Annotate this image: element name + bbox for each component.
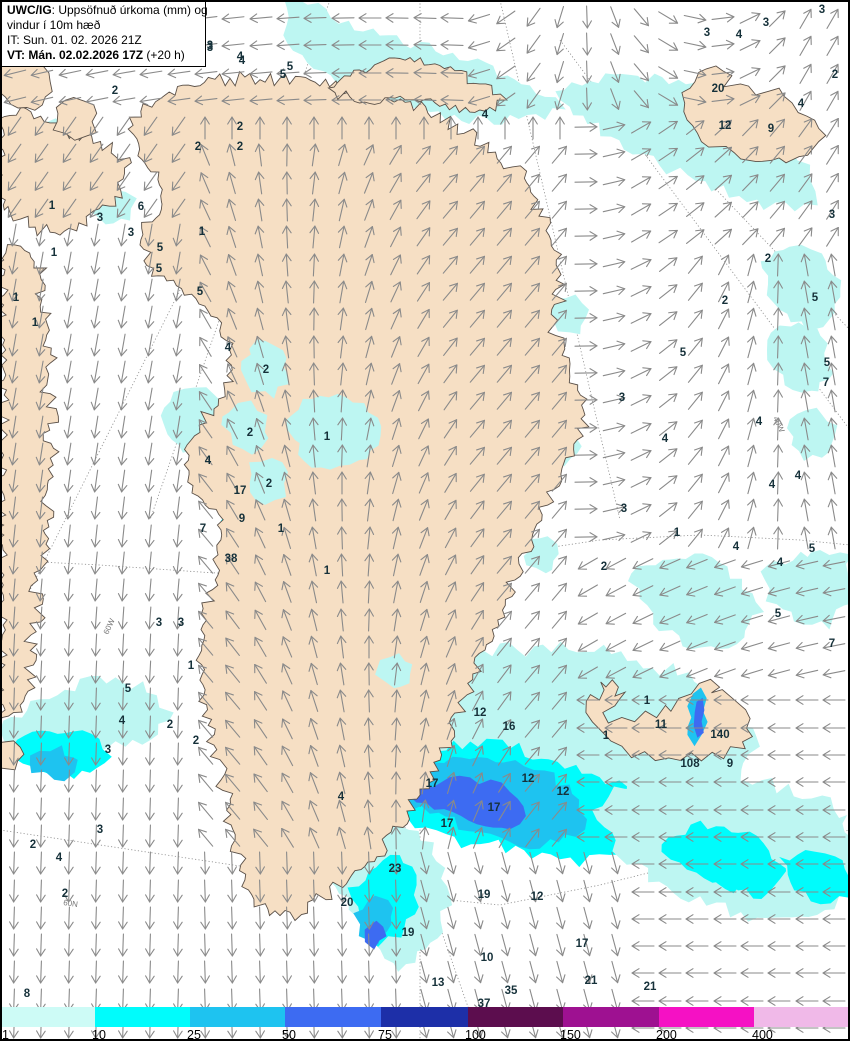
svg-text:4: 4 (56, 852, 63, 864)
svg-text:108: 108 (680, 758, 700, 770)
svg-text:12: 12 (474, 707, 487, 719)
svg-text:1: 1 (603, 730, 610, 742)
svg-text:2: 2 (247, 427, 253, 439)
svg-text:3: 3 (97, 824, 103, 836)
svg-text:4: 4 (662, 433, 669, 445)
svg-text:21: 21 (585, 975, 598, 987)
svg-text:1: 1 (674, 527, 681, 539)
svg-text:1: 1 (324, 431, 331, 443)
svg-text:2: 2 (263, 364, 269, 376)
svg-text:13: 13 (432, 977, 445, 989)
svg-text:17: 17 (488, 802, 501, 814)
svg-text:5: 5 (812, 292, 819, 304)
svg-text:2: 2 (601, 561, 607, 573)
svg-text:3: 3 (207, 42, 213, 54)
svg-text:12: 12 (522, 773, 535, 785)
svg-text:17: 17 (576, 938, 589, 950)
svg-text:5: 5 (197, 286, 204, 298)
svg-text:7: 7 (823, 377, 829, 389)
svg-text:19: 19 (478, 889, 491, 901)
svg-text:4: 4 (225, 342, 232, 354)
svg-text:3: 3 (156, 617, 162, 629)
svg-text:5: 5 (775, 608, 782, 620)
svg-text:1: 1 (51, 247, 58, 259)
svg-text:4: 4 (338, 791, 345, 803)
svg-text:1: 1 (199, 226, 206, 238)
svg-text:2: 2 (193, 735, 199, 747)
svg-text:1: 1 (188, 660, 195, 672)
svg-text:19: 19 (402, 927, 415, 939)
svg-text:8: 8 (24, 988, 31, 1000)
svg-text:4: 4 (237, 51, 244, 63)
svg-text:1: 1 (644, 695, 651, 707)
svg-text:2: 2 (832, 69, 838, 81)
svg-text:9: 9 (768, 123, 774, 135)
svg-text:1: 1 (13, 292, 20, 304)
svg-text:5: 5 (809, 543, 816, 555)
svg-text:5: 5 (156, 263, 163, 275)
svg-text:1: 1 (324, 565, 331, 577)
svg-text:5: 5 (125, 683, 132, 695)
svg-text:140: 140 (710, 729, 729, 741)
svg-text:12: 12 (531, 891, 544, 903)
svg-text:7: 7 (200, 523, 206, 535)
svg-text:17: 17 (426, 778, 439, 790)
svg-text:2: 2 (266, 478, 272, 490)
svg-text:2: 2 (237, 121, 243, 133)
svg-text:4: 4 (205, 455, 212, 467)
svg-text:17: 17 (441, 818, 454, 830)
svg-text:2: 2 (30, 839, 36, 851)
svg-text:5: 5 (280, 69, 287, 81)
svg-text:3: 3 (621, 503, 627, 515)
svg-text:9: 9 (239, 513, 245, 525)
svg-text:4: 4 (769, 479, 776, 491)
svg-text:1: 1 (49, 200, 56, 212)
svg-text:35: 35 (505, 985, 518, 997)
svg-text:1: 1 (32, 317, 39, 329)
svg-text:1: 1 (278, 523, 285, 535)
svg-text:2: 2 (112, 85, 118, 97)
svg-text:3: 3 (763, 17, 769, 29)
svg-text:4: 4 (482, 109, 489, 121)
svg-text:4: 4 (756, 416, 763, 428)
svg-text:20: 20 (341, 897, 354, 909)
svg-text:3: 3 (619, 392, 625, 404)
svg-text:6: 6 (138, 201, 144, 213)
svg-text:4: 4 (736, 29, 743, 41)
svg-text:2: 2 (195, 141, 201, 153)
svg-text:3: 3 (128, 227, 134, 239)
svg-text:2: 2 (722, 295, 728, 307)
svg-text:3: 3 (704, 27, 710, 39)
svg-text:2: 2 (167, 719, 173, 731)
svg-text:12: 12 (557, 786, 570, 798)
svg-text:4: 4 (733, 541, 740, 553)
svg-text:3: 3 (105, 744, 111, 756)
svg-text:3: 3 (829, 209, 835, 221)
svg-text:12: 12 (719, 120, 732, 132)
svg-text:16: 16 (503, 721, 516, 733)
svg-text:2: 2 (62, 888, 68, 900)
svg-text:23: 23 (389, 863, 402, 875)
svg-text:3: 3 (178, 617, 184, 629)
svg-text:10: 10 (481, 952, 494, 964)
svg-text:4: 4 (777, 557, 784, 569)
svg-text:3: 3 (819, 4, 825, 16)
svg-text:20: 20 (712, 83, 725, 95)
svg-text:21: 21 (644, 981, 657, 993)
svg-text:5: 5 (680, 347, 687, 359)
svg-text:9: 9 (727, 758, 733, 770)
svg-text:38: 38 (225, 553, 238, 565)
svg-text:5: 5 (824, 357, 831, 369)
svg-text:4: 4 (119, 715, 126, 727)
svg-text:4: 4 (795, 470, 802, 482)
svg-text:11: 11 (655, 719, 668, 731)
svg-text:5: 5 (287, 61, 294, 73)
svg-text:17: 17 (234, 485, 247, 497)
svg-text:5: 5 (157, 242, 164, 254)
svg-text:4: 4 (798, 98, 805, 110)
svg-text:2: 2 (765, 253, 771, 265)
svg-text:7: 7 (829, 638, 835, 650)
svg-text:3: 3 (97, 212, 103, 224)
svg-text:2: 2 (237, 141, 243, 153)
